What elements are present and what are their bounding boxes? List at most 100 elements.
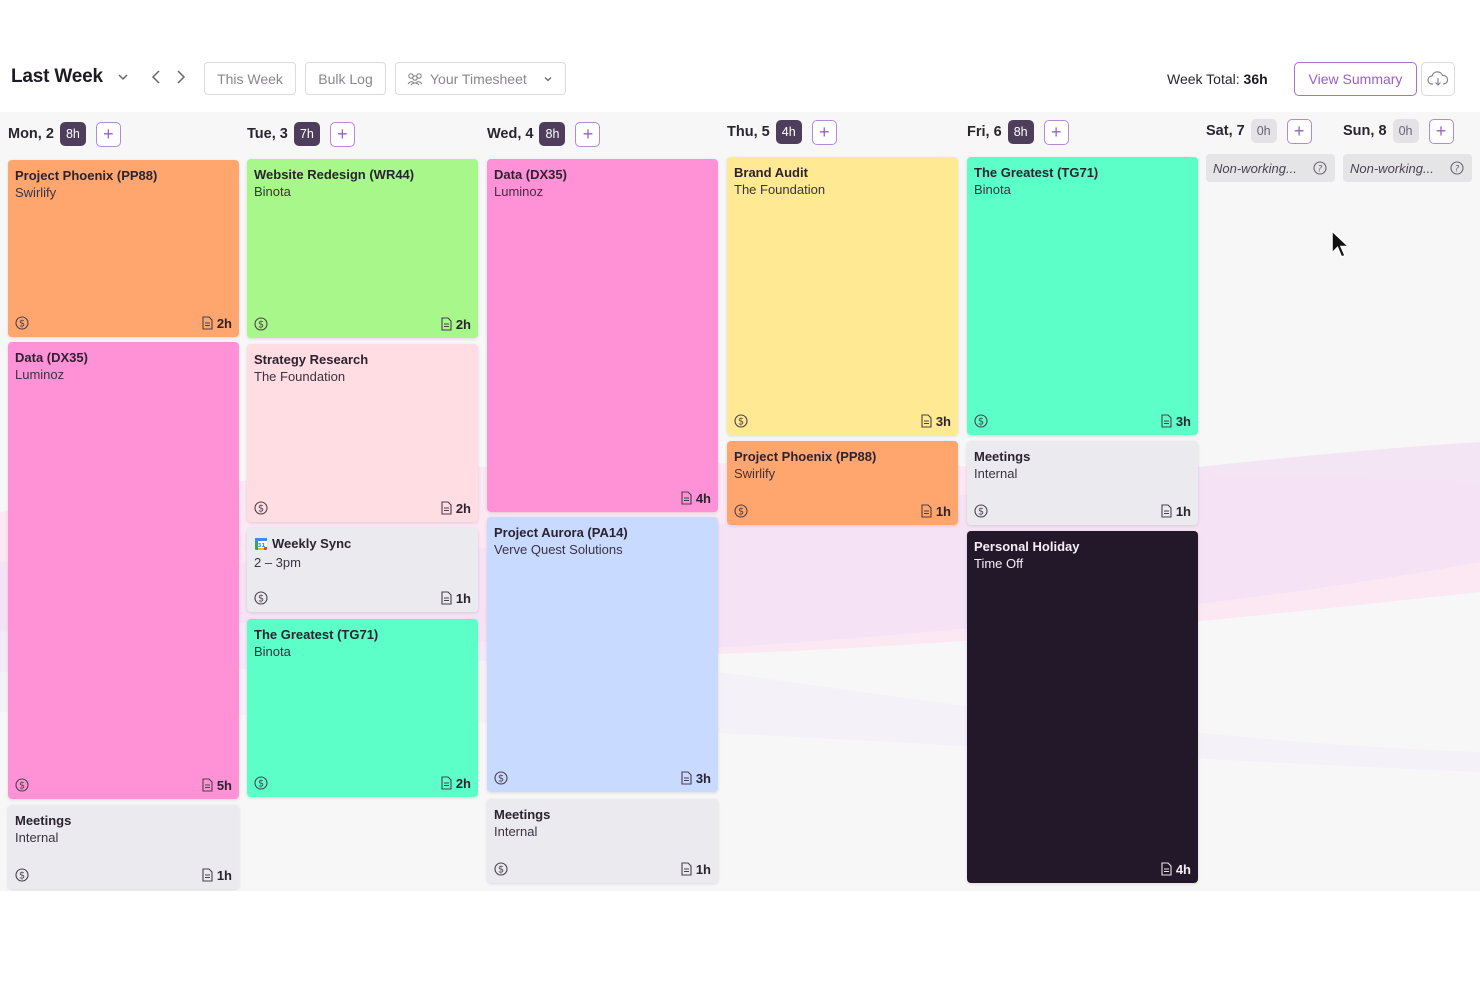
entry-hours: 1h bbox=[455, 590, 471, 606]
period-title[interactable]: Last Week bbox=[11, 66, 103, 87]
time-entry-card[interactable]: 31 Weekly Sync 2 – 3pm $ 1h bbox=[247, 528, 478, 612]
billable-dollar-icon: $ bbox=[15, 868, 29, 882]
time-entry-card[interactable]: Brand Audit The Foundation $ 3h bbox=[727, 157, 958, 435]
help-icon[interactable]: ? bbox=[1450, 161, 1464, 175]
svg-text:$: $ bbox=[19, 319, 25, 330]
entry-title: Project Phoenix (PP88) bbox=[15, 168, 158, 183]
time-entry-card[interactable]: Website Redesign (WR44) Binota $ 2h bbox=[247, 159, 478, 338]
entry-hours: 3h bbox=[1175, 413, 1191, 429]
note-icon bbox=[202, 868, 213, 882]
view-summary-button[interactable]: View Summary bbox=[1294, 62, 1417, 96]
day-column-mon: Mon, 2 8h + Project Phoenix (PP88) Swirl… bbox=[8, 112, 240, 891]
non-working-label: Non-working... bbox=[1350, 160, 1434, 176]
entry-title-row: 31 Weekly Sync bbox=[254, 535, 471, 552]
timesheet-selector-label: Your Timesheet bbox=[430, 70, 527, 87]
day-hours-badge: 7h bbox=[293, 122, 320, 146]
day-label: Sun, 8 bbox=[1343, 123, 1387, 139]
timesheet-board: Mon, 2 8h + Project Phoenix (PP88) Swirl… bbox=[0, 112, 1480, 891]
time-entry-card[interactable]: Project Aurora (PA14) Verve Quest Soluti… bbox=[487, 517, 718, 792]
add-entry-button[interactable]: + bbox=[1428, 118, 1454, 144]
timesheet-selector[interactable]: Your Timesheet bbox=[395, 62, 566, 95]
svg-text:$: $ bbox=[978, 507, 984, 518]
entry-title: Personal Holiday bbox=[974, 539, 1080, 554]
note-icon bbox=[681, 491, 692, 505]
week-total: Week Total: 36h bbox=[1167, 71, 1268, 87]
time-entry-card[interactable]: Meetings Internal $ 1h bbox=[487, 799, 718, 883]
chevron-right-icon[interactable] bbox=[174, 69, 188, 85]
time-entry-card[interactable]: Strategy Research The Foundation $ 2h bbox=[247, 344, 478, 522]
this-week-button[interactable]: This Week bbox=[204, 62, 296, 95]
billable-dollar-icon: $ bbox=[734, 414, 748, 428]
mouse-cursor-icon bbox=[1331, 229, 1351, 258]
chevron-left-icon[interactable] bbox=[149, 69, 163, 85]
day-column-thu: Thu, 5 4h + Brand Audit The Foundation $… bbox=[727, 112, 959, 891]
add-entry-button[interactable]: + bbox=[1286, 118, 1312, 144]
chevron-down-icon[interactable] bbox=[116, 70, 130, 84]
billable-dollar-icon: $ bbox=[254, 317, 268, 331]
entry-hours: 1h bbox=[935, 503, 951, 519]
day-header: Fri, 6 8h + bbox=[967, 119, 1069, 145]
chevron-down-icon bbox=[544, 76, 552, 81]
add-entry-button[interactable]: + bbox=[575, 121, 601, 147]
day-label: Mon, 2 bbox=[8, 126, 54, 142]
help-icon[interactable]: ? bbox=[1313, 161, 1327, 175]
time-entry-card[interactable]: The Greatest (TG71) Binota $ 3h bbox=[967, 157, 1198, 435]
day-hours-badge: 8h bbox=[1007, 120, 1034, 144]
billable-dollar-icon: $ bbox=[734, 504, 748, 518]
entry-title: Website Redesign (WR44) bbox=[254, 167, 415, 182]
google-calendar-icon: 31 bbox=[255, 537, 267, 550]
svg-text:$: $ bbox=[738, 417, 744, 428]
time-entry-card[interactable]: Project Phoenix (PP88) Swirlify $ 2h bbox=[8, 160, 239, 337]
billable-dollar-icon: $ bbox=[254, 591, 268, 605]
svg-text:31: 31 bbox=[258, 543, 266, 549]
non-working-day-chip[interactable]: Non-working... ? bbox=[1343, 154, 1472, 182]
entry-hours: 3h bbox=[935, 413, 951, 429]
add-entry-button[interactable]: + bbox=[95, 121, 121, 147]
entry-title: Strategy Research bbox=[254, 352, 369, 367]
add-entry-button[interactable]: + bbox=[329, 121, 355, 147]
entry-title: Data (DX35) bbox=[15, 350, 88, 365]
entry-title: Brand Audit bbox=[734, 165, 808, 180]
entry-hours: 4h bbox=[1175, 861, 1191, 877]
billable-dollar-icon: $ bbox=[494, 771, 508, 785]
time-entry-card[interactable]: Data (DX35) Luminoz $ 5h bbox=[8, 342, 239, 799]
entry-hours: 2h bbox=[455, 775, 471, 791]
add-entry-button[interactable]: + bbox=[811, 119, 837, 145]
note-icon bbox=[921, 504, 932, 518]
toolbar: Last Week This Week Bulk Log Your Timesh… bbox=[0, 58, 1480, 112]
day-column-fri: Fri, 6 8h + The Greatest (TG71) Binota $… bbox=[967, 112, 1199, 891]
entry-title: Meetings bbox=[974, 449, 1031, 464]
day-column-sat: Sat, 7 0h + Non-working... ? bbox=[1206, 112, 1336, 891]
time-entry-card[interactable]: The Greatest (TG71) Binota $ 2h bbox=[247, 619, 478, 797]
download-button[interactable] bbox=[1421, 62, 1455, 96]
day-hours-badge: 8h bbox=[539, 122, 566, 146]
day-column-wed: Wed, 4 8h + Data (DX35) Luminoz 4h Proje… bbox=[487, 112, 719, 891]
day-label: Wed, 4 bbox=[487, 126, 534, 142]
day-label: Sat, 7 bbox=[1206, 123, 1245, 139]
billable-dollar-icon: $ bbox=[15, 316, 29, 330]
time-entry-card[interactable]: Data (DX35) Luminoz 4h bbox=[487, 159, 718, 512]
time-entry-card[interactable]: Project Phoenix (PP88) Swirlify $ 1h bbox=[727, 441, 958, 525]
day-header: Thu, 5 4h + bbox=[727, 119, 837, 145]
entry-title: The Greatest (TG71) bbox=[974, 165, 1099, 180]
non-working-day-chip[interactable]: Non-working... ? bbox=[1206, 154, 1335, 182]
note-icon bbox=[441, 776, 452, 790]
note-icon bbox=[681, 771, 692, 785]
svg-text:$: $ bbox=[19, 781, 25, 792]
entry-client: Time Off bbox=[974, 556, 1024, 571]
time-entry-card[interactable]: Meetings Internal $ 1h bbox=[967, 441, 1198, 525]
entry-hours: 1h bbox=[1175, 503, 1191, 519]
svg-text:$: $ bbox=[258, 320, 264, 331]
entry-title: Project Phoenix (PP88) bbox=[734, 449, 877, 464]
time-entry-card[interactable]: Meetings Internal $ 1h bbox=[8, 805, 239, 889]
day-header: Sun, 8 0h + bbox=[1343, 118, 1454, 144]
time-entry-card[interactable]: Personal Holiday Time Off 4h bbox=[967, 531, 1198, 883]
day-hours-badge: 0h bbox=[1250, 119, 1277, 143]
entry-client: Binota bbox=[974, 182, 1011, 197]
day-hours-badge: 0h bbox=[1392, 119, 1419, 143]
add-entry-button[interactable]: + bbox=[1043, 119, 1069, 145]
entry-client: Internal bbox=[974, 466, 1018, 481]
entry-hours: 2h bbox=[455, 316, 471, 332]
entry-client: Binota bbox=[254, 184, 291, 199]
bulk-log-button[interactable]: Bulk Log bbox=[305, 62, 386, 95]
